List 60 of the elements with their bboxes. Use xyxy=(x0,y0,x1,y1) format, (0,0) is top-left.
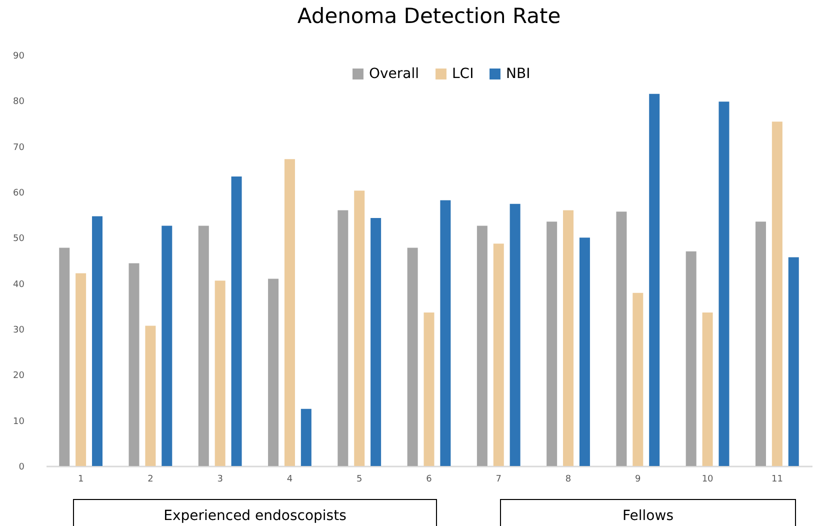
bar xyxy=(510,204,520,466)
bar xyxy=(231,176,242,466)
legend-label: Overall xyxy=(369,66,420,82)
bar xyxy=(128,263,140,466)
text: Experienced endoscopists xyxy=(162,507,348,525)
x-tick-label: 7 xyxy=(496,474,502,484)
text: Fellows xyxy=(622,507,674,525)
bar xyxy=(145,326,156,466)
bar xyxy=(788,257,799,466)
x-tick-label: 4 xyxy=(286,474,293,484)
y-tick-label: 20 xyxy=(13,371,25,382)
x-tick-label: 5 xyxy=(356,474,362,484)
legend-label: NBI xyxy=(506,66,530,82)
bar xyxy=(284,159,295,466)
bar xyxy=(268,278,279,466)
x-tick-label: 9 xyxy=(635,474,642,484)
x-tick-label: 10 xyxy=(702,474,714,484)
bar xyxy=(214,280,226,466)
x-tick-label: 11 xyxy=(771,474,783,484)
y-tick-label: 30 xyxy=(13,326,25,336)
y-tick-label: 40 xyxy=(13,280,25,290)
y-tick-label: 0 xyxy=(18,462,25,472)
x-tick-label: 8 xyxy=(565,474,572,484)
bar xyxy=(370,218,382,466)
bar xyxy=(476,226,488,466)
bar xyxy=(563,210,574,466)
bar xyxy=(198,226,209,466)
bar xyxy=(616,212,627,466)
x-tick-label: 1 xyxy=(78,474,84,484)
y-tick-label: 90 xyxy=(13,52,25,62)
x-tick-label: 2 xyxy=(148,474,154,484)
bar xyxy=(493,244,504,466)
bar xyxy=(76,273,86,466)
bar xyxy=(718,102,730,466)
y-tick-label: 50 xyxy=(13,234,25,244)
bar xyxy=(772,122,782,466)
x-tick-label: 3 xyxy=(217,474,223,484)
y-tick-label: 70 xyxy=(13,142,25,153)
bar xyxy=(702,312,713,466)
y-tick-label: 80 xyxy=(13,97,25,108)
chart-title: Adenoma Detection Rate xyxy=(297,4,561,28)
y-tick-label: 60 xyxy=(13,188,25,198)
bar xyxy=(755,222,766,466)
bar xyxy=(59,248,70,466)
bar xyxy=(579,238,590,466)
y-tick-label: 10 xyxy=(13,416,25,427)
bar xyxy=(162,226,172,466)
bar xyxy=(300,408,312,466)
bar xyxy=(649,94,660,466)
bar xyxy=(440,200,451,466)
bar xyxy=(424,312,434,466)
bar xyxy=(407,248,418,466)
bar xyxy=(92,216,103,466)
legend-label: LCI xyxy=(452,66,474,82)
bar xyxy=(686,251,696,466)
bar xyxy=(338,210,348,466)
bar xyxy=(632,292,644,466)
x-tick-label: 6 xyxy=(426,474,432,484)
bar xyxy=(354,190,365,466)
bar xyxy=(546,222,558,466)
